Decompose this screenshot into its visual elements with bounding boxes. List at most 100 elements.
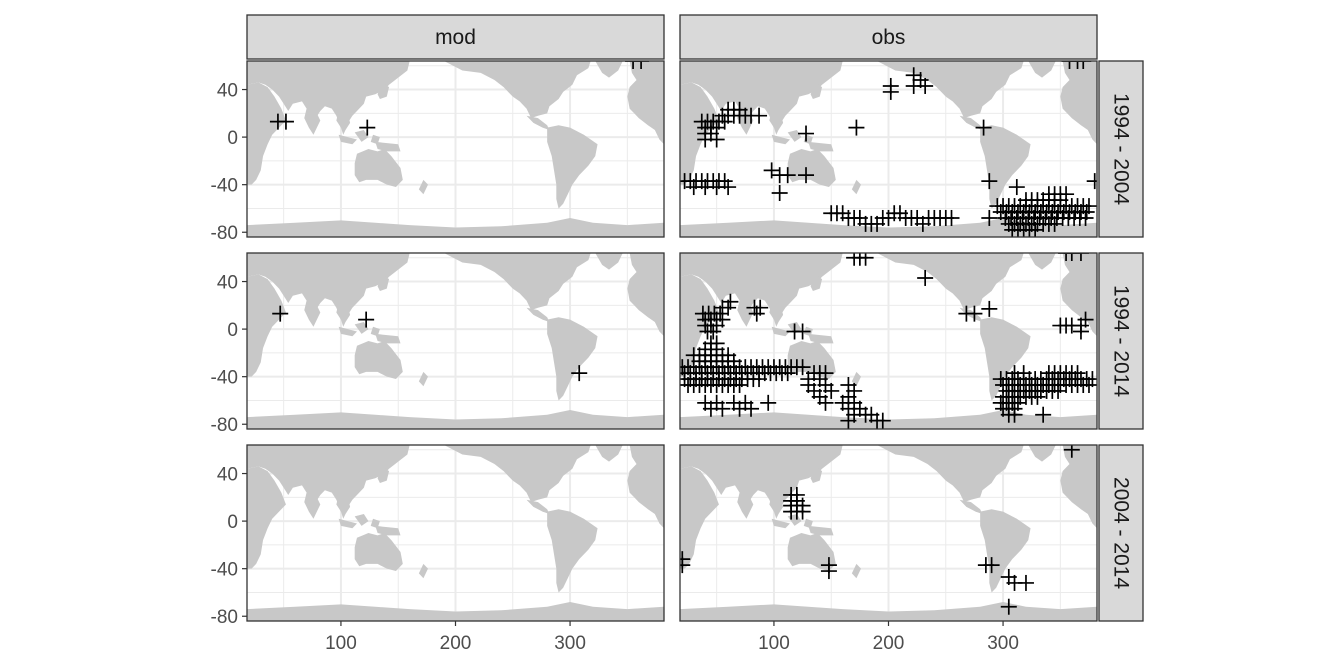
- data-point: [1086, 173, 1097, 190]
- data-point: [720, 179, 737, 196]
- data-point: [272, 305, 289, 322]
- y-tick-label: 40: [217, 81, 238, 102]
- strip-mod: mod: [246, 14, 665, 60]
- data-point: [1075, 61, 1092, 69]
- y-tick-label: 40: [217, 465, 238, 486]
- y-tick-label: 0: [227, 320, 238, 341]
- panel-border: [246, 252, 665, 430]
- data-point: [975, 119, 992, 136]
- data-point: [571, 365, 588, 382]
- x-tick-label: 300: [987, 633, 1019, 654]
- data-point: [981, 173, 998, 190]
- strip-label: 1994 - 2014: [1110, 285, 1133, 397]
- data-point: [1077, 311, 1094, 328]
- facet-axes: 40 0 -40 -80 40 0 -40 -80 40 0 -40 -80 100 200 300 100 2…: [211, 81, 1019, 654]
- strip-background: [1098, 60, 1144, 238]
- data-point: [751, 371, 768, 388]
- y-tick-label: -80: [211, 223, 238, 244]
- data-point: [966, 305, 983, 322]
- x-tick-label: 100: [758, 633, 790, 654]
- data-point: [633, 61, 650, 69]
- data-point: [1027, 221, 1044, 237]
- strip-background: [246, 14, 665, 60]
- x-tick-label: 300: [554, 633, 586, 654]
- data-point: [760, 394, 777, 411]
- strip-label: obs: [872, 26, 906, 49]
- strip-label: 2004 - 2014: [1110, 477, 1133, 589]
- y-tick-label: -40: [211, 176, 238, 197]
- panel-mod-row-2: [246, 252, 665, 430]
- panel-mod-row-1: [246, 60, 665, 238]
- strip-row-3: 2004 - 2014: [1098, 444, 1144, 622]
- data-point: [817, 394, 834, 411]
- panel-obs-row-2: [679, 252, 1098, 430]
- panel-obs-row-3: [679, 444, 1098, 622]
- data-point: [763, 162, 780, 179]
- strip-label: 1994 - 2004: [1110, 93, 1133, 205]
- panel-border: [246, 60, 665, 238]
- data-point: [1008, 179, 1025, 196]
- y-tick-label: -80: [211, 607, 238, 628]
- data-point: [277, 113, 294, 130]
- data-point: [358, 311, 375, 328]
- data-point: [1069, 61, 1086, 69]
- x-tick-label: 200: [440, 633, 472, 654]
- data-point: [905, 77, 922, 94]
- data-point: [1006, 406, 1023, 423]
- data-point: [708, 335, 725, 352]
- data-point: [748, 305, 765, 322]
- data-point: [1061, 61, 1078, 69]
- strip-background: [1098, 252, 1144, 430]
- strip-label: mod: [435, 26, 476, 49]
- data-point: [743, 400, 760, 417]
- data-point: [1015, 365, 1032, 382]
- data-point: [1072, 253, 1089, 261]
- panel-mod-row-3: [246, 444, 665, 622]
- y-tick-label: -80: [211, 415, 238, 436]
- data-point: [1063, 445, 1080, 458]
- data-point: [1017, 574, 1034, 591]
- data-point: [820, 563, 837, 580]
- data-point: [1046, 215, 1063, 232]
- data-point: [794, 503, 811, 520]
- data-point: [943, 209, 960, 226]
- data-point: [794, 323, 811, 340]
- data-point: [823, 382, 840, 399]
- data-point: [1058, 253, 1075, 261]
- strip-row-2: 1994 - 2014: [1098, 252, 1144, 430]
- data-point: [751, 107, 768, 124]
- data-point: [1077, 209, 1094, 226]
- data-point: [771, 185, 788, 201]
- data-point: [1058, 186, 1075, 203]
- strip-obs: obs: [679, 14, 1098, 60]
- data-point: [1029, 388, 1046, 405]
- data-point: [981, 300, 998, 317]
- data-point: [983, 557, 1000, 574]
- facet-strips: mod obs 1994 - 2004 1994 - 2014 2004 - 2014: [246, 14, 1144, 622]
- panel-border: [679, 252, 1098, 430]
- panel-obs-row-1: [679, 60, 1098, 238]
- panel-border: [679, 60, 1098, 238]
- data-point: [874, 412, 891, 429]
- data-point: [705, 323, 722, 340]
- data-point: [1072, 323, 1089, 340]
- data-point: [794, 359, 811, 376]
- x-tick-label: 200: [873, 633, 905, 654]
- data-point: [882, 77, 899, 94]
- y-tick-label: 0: [227, 512, 238, 533]
- data-point: [1035, 406, 1052, 423]
- data-point: [1000, 598, 1017, 615]
- data-point: [798, 125, 815, 142]
- data-point: [1080, 377, 1097, 393]
- data-point: [625, 61, 642, 69]
- data-point: [720, 299, 737, 316]
- data-point: [714, 400, 731, 417]
- data-point: [917, 269, 934, 286]
- facet-panels: [246, 60, 1098, 622]
- y-tick-label: -40: [211, 560, 238, 581]
- data-point: [1063, 253, 1080, 261]
- data-point: [779, 167, 796, 184]
- x-tick-label: 100: [325, 633, 357, 654]
- strip-row-1: 1994 - 2004: [1098, 60, 1144, 238]
